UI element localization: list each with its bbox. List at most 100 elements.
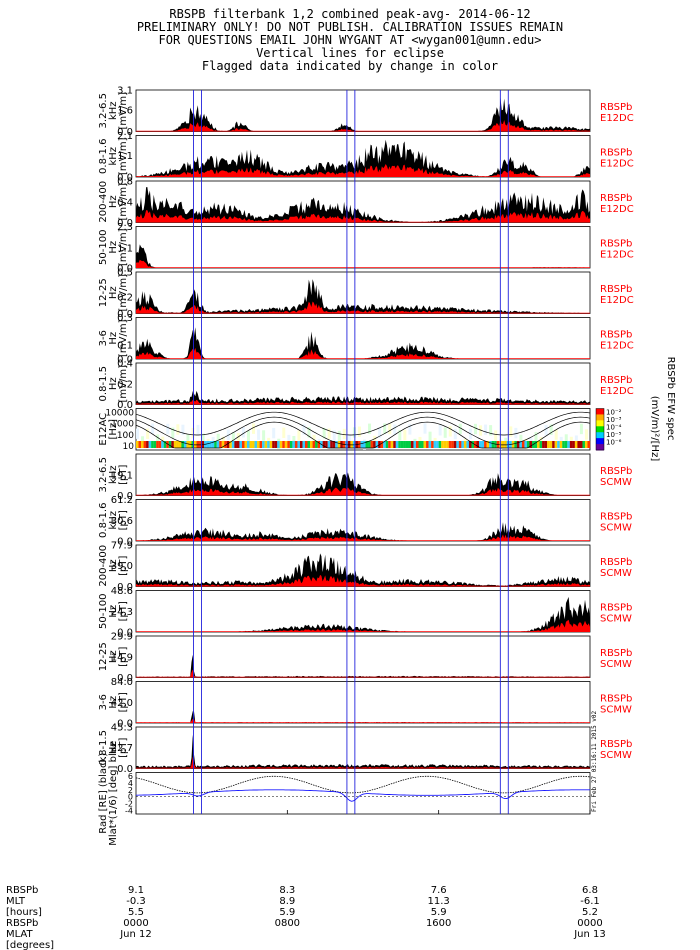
spec-cell [547, 441, 550, 448]
spec-cell [393, 441, 396, 448]
y-tick-label: 0.0 [117, 537, 133, 548]
spec-cell [494, 430, 498, 441]
spec-cell [537, 441, 540, 448]
spec-cell [511, 441, 515, 448]
spec-cell [471, 441, 475, 448]
avg-trace [136, 574, 590, 587]
spec-cell [269, 441, 273, 448]
spec-cell [557, 441, 560, 448]
panel-ylabel: 3-6Hz[mV/m] [98, 319, 129, 357]
spec-cell [173, 441, 177, 448]
spec-cell [292, 441, 295, 448]
y-tick-label: 10 [123, 442, 135, 452]
spec-cell [564, 434, 568, 445]
spec-cell [146, 428, 150, 439]
y-tick-label: 0.0 [117, 218, 133, 229]
colorbar-label: RBSPb EFW spec [665, 357, 676, 441]
band-label: 50-100 [98, 230, 109, 265]
spec-cell [143, 441, 147, 448]
band-label: 0.8-1.5 [98, 366, 109, 401]
avg-trace [136, 619, 590, 632]
spec-cell [146, 441, 149, 448]
spec-cell [468, 441, 472, 448]
spec-cell [544, 441, 548, 448]
instrument-label: SCMW [600, 659, 632, 670]
spec-cell [194, 441, 197, 448]
spec-cell [514, 427, 518, 439]
y-tick-label: 2.1 [117, 131, 133, 142]
instrument-label: E12DC [600, 204, 634, 215]
instrument-label: E12DC [600, 386, 634, 397]
spec-cell [347, 441, 351, 448]
spec-cell [567, 441, 570, 448]
spec-cell [519, 441, 522, 448]
instrument-label: E12DC [600, 249, 634, 260]
spec-cell [360, 441, 364, 448]
instrument-label: RBSPb [600, 238, 632, 249]
spec-cell [443, 441, 447, 448]
unit-label: Hz [108, 650, 119, 663]
spec-cell [239, 441, 243, 448]
spec-cell [534, 432, 538, 443]
spec-cell [448, 441, 452, 448]
panel-frame [135, 362, 591, 405]
spec-cell [216, 433, 220, 445]
model-curve [135, 411, 591, 436]
spec-cell [274, 441, 278, 448]
spec-cell [539, 441, 543, 448]
avg-trace [136, 534, 590, 541]
y-tick-label: -4 [125, 807, 133, 816]
spec-cell [463, 441, 467, 448]
spec-cell [569, 441, 573, 448]
panel-frame [135, 681, 591, 724]
spec-cell [431, 441, 434, 448]
spec-cell [257, 441, 260, 448]
spec-cell [383, 441, 386, 448]
spec-cell [388, 423, 392, 435]
spec-cell [524, 441, 528, 448]
spec-cell [302, 441, 306, 448]
spec-cell [257, 429, 261, 440]
spec-cell [229, 441, 232, 448]
spec-cell [453, 428, 457, 440]
spec-cell [410, 441, 414, 448]
spec-cell [552, 441, 555, 448]
y-tick-label: 0.0 [117, 400, 133, 411]
spec-cell [342, 428, 346, 440]
spec-cell [375, 441, 379, 448]
spec-cell [564, 441, 568, 448]
panel-ylabel: 200-400Hz[pT] [98, 545, 129, 587]
avg-trace [136, 718, 590, 723]
spec-cell [398, 430, 402, 441]
spec-cell [226, 429, 230, 440]
spec-cell [234, 441, 237, 448]
spec-cell [153, 441, 157, 448]
spec-cell [330, 441, 333, 448]
spec-cell [252, 441, 255, 448]
spec-cell [549, 424, 553, 435]
x-row-label: [degrees] [6, 940, 54, 950]
colorbar-cell [596, 438, 604, 445]
peak-trace [136, 390, 590, 405]
band-label: 0.8-1.6 [98, 139, 109, 174]
spec-cell [156, 441, 159, 448]
y-tick-label: 0.0 [117, 355, 133, 366]
unit-label: [mV/m] [118, 228, 129, 266]
y-tick-label: 14.9 [111, 652, 133, 663]
spec-cell [380, 441, 384, 448]
peak-trace [136, 472, 590, 496]
instrument-label: E12DC [600, 295, 634, 306]
x-tick-label: 5.5 [128, 907, 144, 918]
instrument-label: SCMW [600, 522, 632, 533]
unit-label: [mV/m] [118, 365, 129, 403]
peak-trace [136, 97, 590, 132]
unit-label: [pT] [118, 601, 129, 621]
instrument-label: RBSPb [600, 466, 632, 477]
spec-cell [236, 441, 240, 448]
panel-ylabel: 0.8-1.5Hz[mV/m] [98, 365, 129, 403]
y-tick-label: 1.1 [117, 151, 133, 162]
instrument-label: E12DC [600, 158, 634, 169]
